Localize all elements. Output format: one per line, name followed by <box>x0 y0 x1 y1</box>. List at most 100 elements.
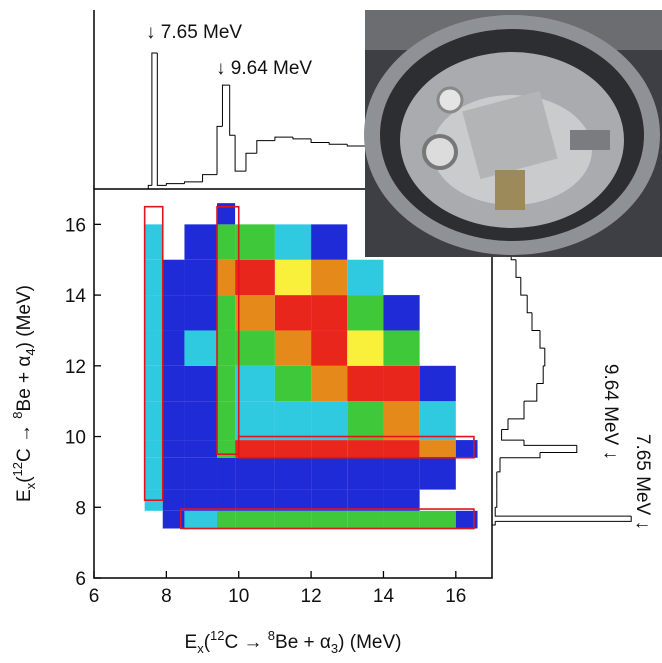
heatmap-cell <box>144 440 163 458</box>
heatmap-cell <box>235 365 275 402</box>
heatmap-cell <box>347 401 384 441</box>
heatmap-cell <box>144 259 163 296</box>
heatmap-cell <box>419 365 456 402</box>
heatmap-cell <box>274 510 312 529</box>
heatmap-cell <box>217 457 236 490</box>
heatmap-cell <box>184 457 218 490</box>
right-hist-bin <box>494 507 632 517</box>
top-hist-bin <box>156 52 167 186</box>
label-part: 12 <box>210 628 224 643</box>
label-part: E <box>185 632 198 653</box>
top-hist-bin <box>147 184 152 189</box>
y-tick-label: 10 <box>65 428 86 449</box>
heatmap-cell <box>274 440 312 458</box>
heatmap-cell <box>217 365 236 402</box>
label-part: 8 <box>10 411 25 418</box>
heatmap-cell <box>162 295 185 331</box>
heatmap-cell <box>144 330 163 366</box>
heatmap-cell <box>217 330 236 366</box>
heatmap-cell <box>235 510 275 529</box>
heatmap-cell <box>311 401 348 441</box>
heatmap-cell <box>347 365 384 402</box>
heatmap-cell <box>274 365 312 402</box>
label-part: Be + α <box>14 356 35 412</box>
y-tick-label: 8 <box>75 498 86 519</box>
heatmap-cell <box>274 401 312 441</box>
x-tick-label: 14 <box>373 586 395 607</box>
heatmap-cell <box>311 489 348 511</box>
heatmap-cell <box>217 489 236 511</box>
label-part: ) (MeV) <box>338 632 401 653</box>
heatmap-cell <box>274 295 312 331</box>
top-hist-bin <box>229 85 236 136</box>
photo-inset <box>364 10 662 257</box>
peak-annotation: ↓ 9.64 MeV <box>216 58 312 79</box>
heatmap-cell <box>235 259 275 296</box>
label-part: E <box>14 489 35 502</box>
heatmap-cell <box>347 330 384 366</box>
top-hist-bin <box>292 137 312 140</box>
right-hist-bin <box>536 365 544 384</box>
heatmap-cell <box>383 440 420 458</box>
heatmap-cell <box>419 510 456 529</box>
right-hist-bin <box>524 383 538 402</box>
heatmap-cell <box>144 457 163 490</box>
heatmap-cell <box>383 295 420 331</box>
top-hist-bin <box>202 174 218 182</box>
right-hist-bin <box>539 330 545 349</box>
heatmap-cell <box>383 510 420 529</box>
right-hist-bin <box>526 295 532 314</box>
heatmap-cell <box>383 365 420 402</box>
heatmap-cell <box>217 259 236 296</box>
heatmap-cell <box>311 295 348 331</box>
peak-annotation: 9.64 MeV ↓ <box>600 364 621 460</box>
heatmap-cell <box>274 224 312 260</box>
heatmap-cell <box>217 401 236 441</box>
heatmap-cell <box>144 365 163 402</box>
x-tick-label: 10 <box>228 586 249 607</box>
heatmap-cell <box>311 224 348 260</box>
top-hist-bin <box>328 142 348 145</box>
heatmap-cell <box>274 330 312 366</box>
plot-frame <box>93 188 493 579</box>
heatmap-cell <box>383 330 420 366</box>
heatmap-cell <box>162 401 185 441</box>
heatmap-cell <box>235 295 275 331</box>
gate-box <box>237 435 475 459</box>
label-part: ) (MeV) <box>14 285 35 348</box>
right-hist-bin <box>492 521 496 526</box>
label-part: Be + α <box>275 632 331 653</box>
heatmap-cell <box>162 440 185 458</box>
x-tick-label: 12 <box>301 586 322 607</box>
heatmap-cell <box>419 401 456 441</box>
top-hist-bin <box>310 138 330 143</box>
heatmap-cell <box>162 259 185 296</box>
heatmap-cell <box>347 457 384 490</box>
heatmap-cell <box>235 440 275 458</box>
peak-annotation: ↓ 7.65 MeV <box>146 22 242 43</box>
label-part: 8 <box>268 628 275 643</box>
right-hist-bin <box>495 516 632 522</box>
heatmap-cell <box>184 259 218 296</box>
top-hist-bin <box>216 125 223 175</box>
heatmap-cell <box>184 330 218 366</box>
heatmap-cell <box>347 489 384 511</box>
heatmap-cell <box>311 365 348 402</box>
top-hist-bin <box>245 152 257 172</box>
right-hist-bin <box>520 277 528 296</box>
heatmap-cell <box>455 440 478 458</box>
top-hist-bin <box>274 136 293 141</box>
label-part: x <box>23 482 38 489</box>
top-hist-bin <box>234 135 246 172</box>
heatmap-cell <box>184 365 218 402</box>
heatmap-cell <box>162 510 185 529</box>
heatmap-cell <box>235 224 275 260</box>
heatmap-cell <box>274 259 312 296</box>
top-hist-bin <box>221 84 230 127</box>
heatmap-cell <box>347 510 384 529</box>
y-tick-label: 6 <box>75 569 86 590</box>
heatmap-cell <box>184 489 218 511</box>
label-part: x <box>197 641 204 656</box>
x-tick-label: 6 <box>89 586 100 607</box>
